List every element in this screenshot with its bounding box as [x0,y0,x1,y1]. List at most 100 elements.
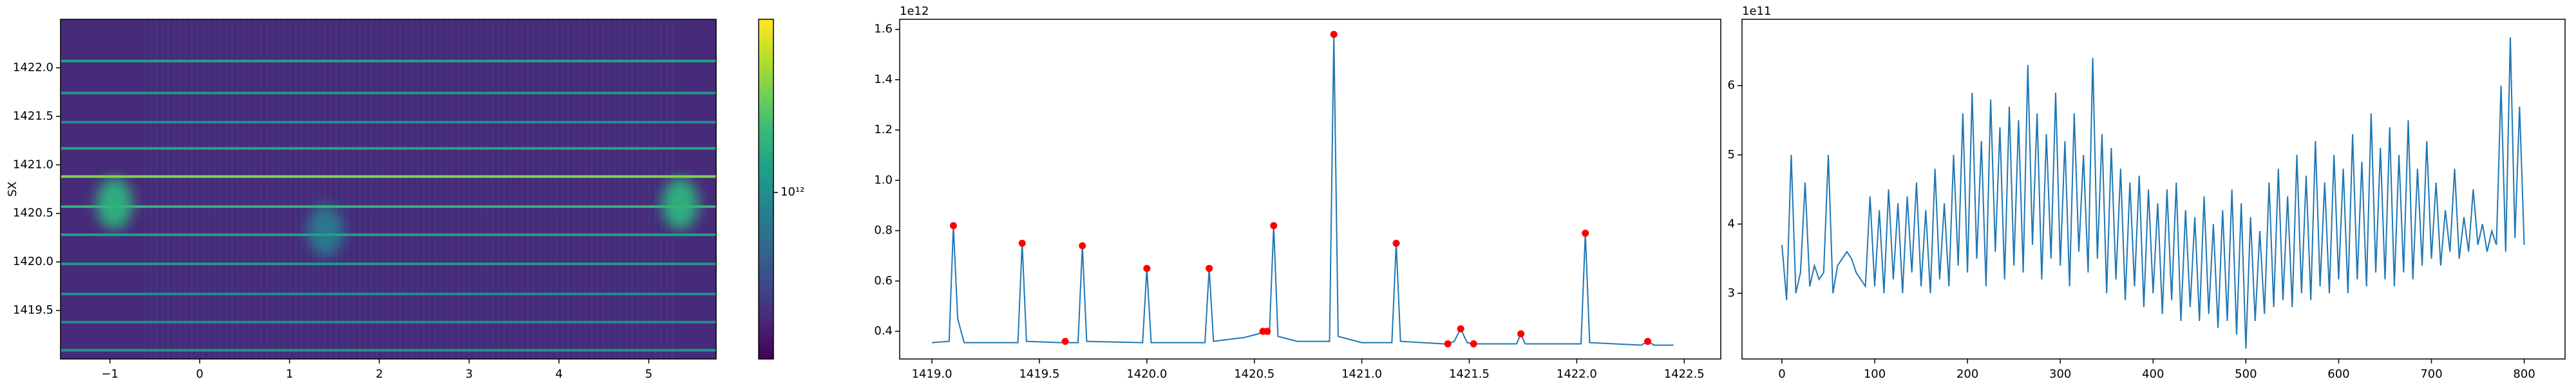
colorbar-slice [759,98,773,102]
stripe [480,19,482,359]
stripe [225,19,227,359]
x-tick-label: 500 [2235,367,2257,381]
stripe [469,19,471,359]
colorbar-slice [759,293,773,297]
colorbar-slice [759,33,773,37]
colorbar-slice [759,186,773,190]
colorbar-slice [759,141,773,145]
colorbar-slice [759,44,773,48]
colorbar-slice [759,285,773,289]
stripe [179,19,181,359]
stripe [370,19,372,359]
stripe [173,19,175,359]
y-tick-label: 3 [1728,286,1735,300]
y-tick-label: 1.6 [874,23,893,36]
y-tick-label: 1421.0 [13,158,53,171]
colorbar-slice [759,138,773,142]
colorbar-slice [759,64,773,68]
heatmap-row [61,59,716,62]
colorbar-slice [759,67,773,71]
colorbar-slice [759,240,773,244]
colorbar-slice [759,325,773,329]
stripe [295,19,297,359]
peak-marker [1079,242,1086,250]
heatmap-row [61,120,716,124]
x-tick-label: 600 [2327,367,2349,381]
colorbar-slice [759,175,773,178]
x-tick-label: 1419.0 [912,367,952,381]
colorbar-slice [759,24,773,28]
colorbar-slice [759,254,773,258]
stripe [289,19,291,359]
stripe [162,19,164,359]
stripe [388,19,390,359]
colorbar-slice [759,22,773,26]
colorbar-slice [759,347,773,351]
stripe [220,19,222,359]
colorbar-tick-label: 10¹² [781,185,804,199]
stripe [243,19,245,359]
stripe [463,19,465,359]
colorbar-slice [759,53,773,57]
heatmap-background [61,19,716,359]
stripe [515,19,517,359]
x-tick-label: 300 [2049,367,2071,381]
stripe [283,19,285,359]
heatmap-row [61,349,716,352]
colorbar-slice [759,90,773,93]
peak-marker [1264,327,1271,335]
colorbar-slice [759,158,773,161]
stripe [521,19,523,359]
stripe [602,19,604,359]
stripe [330,19,332,359]
colorbar-slice [759,200,773,204]
stripe [185,19,187,359]
x-tick-label: 5 [645,367,652,381]
peak-marker [949,222,957,230]
x-tick-label: −1 [101,367,118,381]
colorbar-slice [759,271,773,275]
colorbar-slice [759,206,773,210]
x-tick-label: 2 [375,367,383,381]
colorbar-slice [759,129,773,133]
y-tick-label: 0.8 [874,224,893,237]
colorbar-slice [759,279,773,283]
peak-marker [1392,239,1400,247]
colorbar-slice [759,107,773,111]
y-tick-label: 1419.5 [13,304,53,317]
stripe [144,19,146,359]
colorbar-slice [759,291,773,295]
stripe [260,19,262,359]
stripe [660,19,662,359]
colorbar-slice [759,198,773,201]
colorbar-slice [759,299,773,303]
colorbar-slice [759,113,773,116]
x-tick-label: 1420.0 [1126,367,1167,381]
heatmap-row [61,205,716,208]
stripe [422,19,424,359]
colorbar-slice [759,311,773,315]
stripe [307,19,308,359]
colorbar-slice [759,189,773,192]
heatmap-blob [662,178,699,230]
colorbar-slice [759,194,773,198]
x-tick-label: 4 [555,367,562,381]
colorbar-slice [759,104,773,107]
stripe [451,19,453,359]
stripe [318,19,320,359]
colorbar-slice [759,282,773,286]
stripe [237,19,239,359]
x-tick-label: 1419.5 [1019,367,1059,381]
stripe [196,19,198,359]
stripe [353,19,355,359]
stripe [457,19,459,359]
peak-marker [1457,325,1464,333]
stripe [393,19,395,359]
axes-frame [1741,19,2566,360]
stripe [585,19,587,359]
heatmap-row [61,262,716,266]
colorbar-slice [759,203,773,207]
colorbar-slice [759,135,773,139]
colorbar-slice [759,78,773,82]
